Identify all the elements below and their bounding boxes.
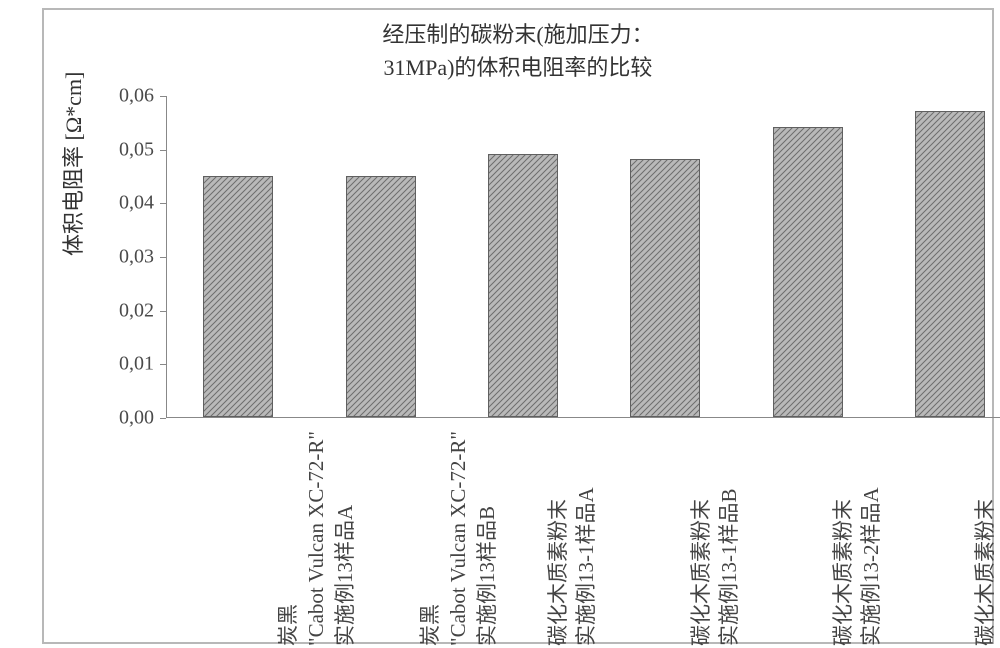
y-tick-label: 0,01 [90,353,154,376]
chart-frame: 经压制的碳粉末(施加压力： 31MPa)的体积电阻率的比较 体积电阻率 [Ω*c… [42,8,994,644]
y-tick-label: 0,06 [90,85,154,108]
bar [915,111,985,417]
bar [773,127,843,417]
title-line1: 经压制的碳粉末(施加压力： [382,22,653,47]
plot-area [166,96,1000,418]
bar [630,159,700,417]
x-tick-label: 碳化木质素粉末实施例13-2样品A [829,487,886,646]
y-tick-label: 0,00 [90,407,154,430]
y-tick-label: 0,05 [90,138,154,161]
x-tick-label: 碳化木质素粉末实施例13-1样品B [687,489,744,647]
bar [346,176,416,418]
y-tick-label: 0,02 [90,299,154,322]
title-line2: 31MPa)的体积电阻率的比较 [384,55,653,80]
y-tick-label: 0,04 [90,192,154,215]
chart-title: 经压制的碳粉末(施加压力： 31MPa)的体积电阻率的比较 [44,18,992,84]
y-tick-label: 0,03 [90,246,154,269]
bar [488,154,558,417]
x-tick-label: 碳化木质素粉末实施例13-1样品A [544,487,601,646]
x-tick-label: 碳化木质素粉末实施例13-2样品B [971,489,1000,647]
x-tick-label: 炭黑"Cabot Vulcan XC-72-R"实施例13样品B [416,431,501,646]
x-tick-label: 炭黑"Cabot Vulcan XC-72-R"实施例13样品A [274,431,359,646]
y-axis-label: 体积电阻率 [Ω*cm] [56,72,88,256]
bar [203,176,273,418]
y-tick [160,418,166,419]
